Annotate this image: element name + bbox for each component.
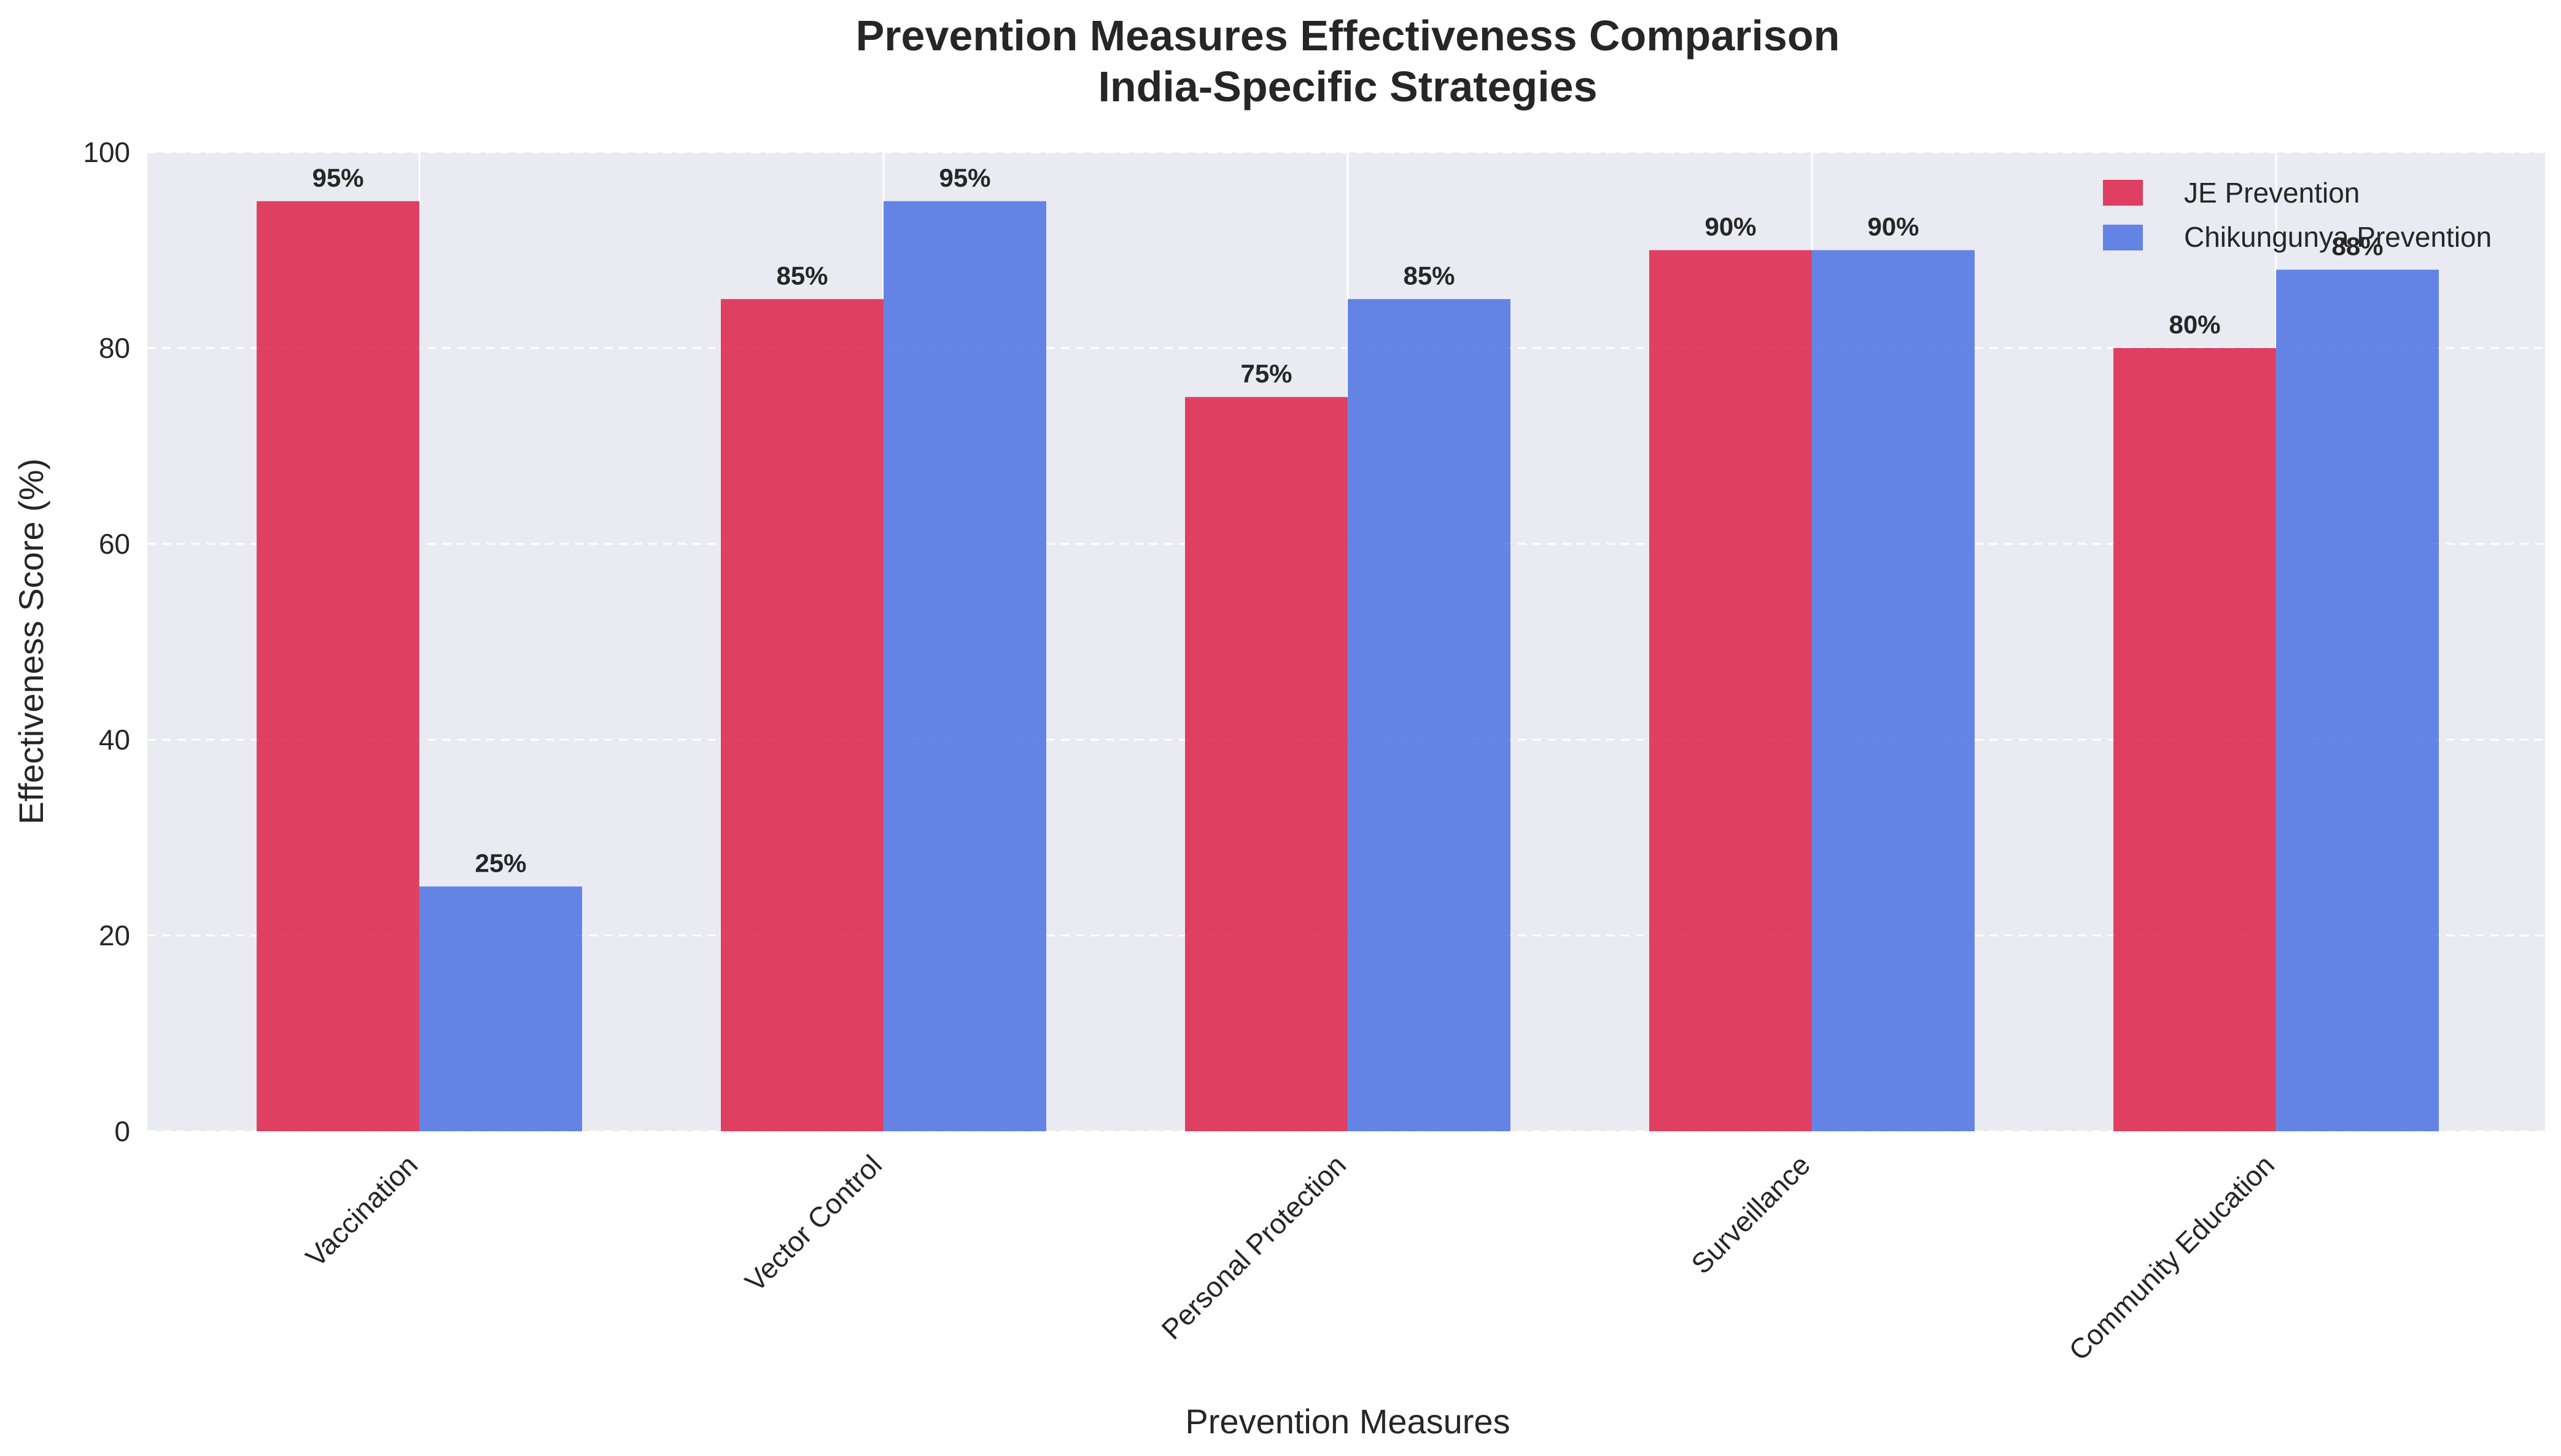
bar-value-label: 75% [1240,359,1292,388]
y-tick-label: 40 [99,724,130,756]
bar-value-label: 95% [939,163,990,192]
bar-je [1185,397,1348,1131]
chart-title: Prevention Measures Effectiveness Compar… [856,12,1840,60]
y-tick-label: 20 [99,920,130,951]
bar-je [1649,250,1812,1131]
bar-value-label: 80% [2169,310,2220,339]
bar-value-label: 85% [776,261,828,290]
y-tick-label: 80 [99,332,130,364]
chart-subtitle: India-Specific Strategies [1098,63,1597,110]
bar-chikungunya [1348,299,1510,1131]
y-axis-ticks: 0 20 40 60 80 100 [83,136,130,1147]
legend: JE Prevention Chikungunya Prevention [2103,177,2492,253]
legend-label-chikungunya: Chikungunya Prevention [2184,221,2492,253]
bar-value-label: 25% [475,848,526,877]
legend-swatch-je [2103,180,2143,206]
bar-value-label: 90% [1867,212,1919,241]
bar-chikungunya [419,886,582,1131]
legend-label-je: JE Prevention [2184,177,2360,209]
bar-chikungunya [884,201,1046,1131]
y-tick-label: 100 [83,136,130,168]
bar-value-label: 95% [312,163,363,192]
y-axis-label: Effectiveness Score (%) [12,459,50,825]
bar-je [257,201,419,1131]
bar-je [2113,348,2276,1131]
bar-je [721,299,884,1131]
y-tick-label: 60 [99,528,130,560]
bar-chikungunya [1812,250,1975,1131]
legend-swatch-chikungunya [2103,225,2143,250]
bar-chikungunya [2276,269,2439,1131]
x-axis-label: Prevention Measures [1185,1402,1510,1441]
bar-value-label: 90% [1704,212,1756,241]
bar-value-labels: 95% 85% 75% 90% 80% 25% 95% 85% 90% 88% [312,163,2383,878]
bar-value-label: 88% [2331,231,2383,260]
y-tick-label: 0 [114,1115,130,1147]
bars [257,201,2439,1131]
bar-value-label: 85% [1403,261,1455,290]
